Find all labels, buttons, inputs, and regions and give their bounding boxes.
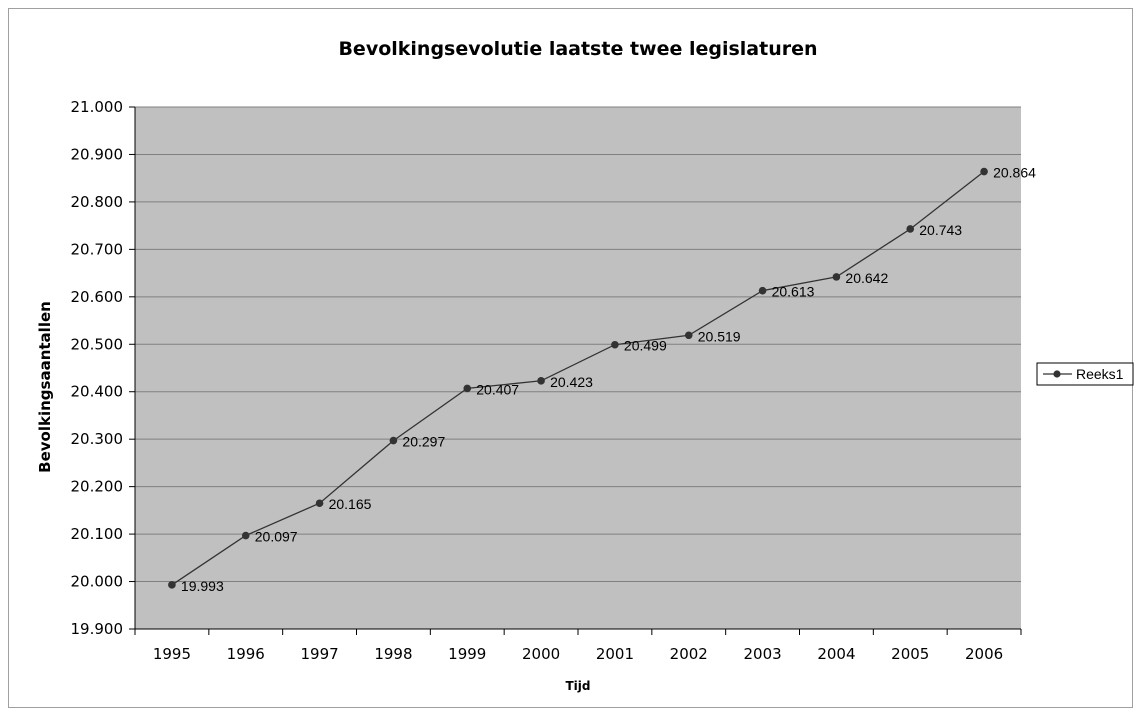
- series-line: [171, 170, 985, 586]
- data-label: 20.743: [919, 222, 962, 238]
- y-tick-label: 20.700: [71, 240, 124, 258]
- x-tick-label: 1999: [448, 645, 486, 663]
- plot-area: [135, 107, 1021, 629]
- data-label: 20.642: [845, 270, 888, 286]
- data-label: 20.097: [255, 529, 298, 545]
- y-tick-label: 20.600: [71, 288, 124, 306]
- x-tick-label: 1995: [153, 645, 191, 663]
- legend-box: [1036, 362, 1134, 386]
- data-label: 20.297: [402, 434, 445, 450]
- y-tick-label: 20.400: [71, 383, 124, 401]
- data-point: [980, 167, 988, 176]
- data-point: [537, 377, 545, 385]
- x-tick-label: 2003: [743, 645, 781, 663]
- data-label: 20.864: [993, 165, 1036, 181]
- data-point: [241, 531, 250, 540]
- y-tick-label: 20.900: [71, 145, 124, 163]
- x-tick-label: 2005: [891, 645, 929, 663]
- series-reeks1: [168, 167, 988, 589]
- gridlines: [135, 106, 1021, 583]
- data-point: [758, 286, 767, 295]
- x-tick-label: 2000: [522, 645, 560, 663]
- y-tick-label: 21.000: [71, 98, 124, 116]
- y-axis-title: Bevolkingsaantallen: [36, 301, 54, 473]
- data-point: [463, 384, 472, 393]
- x-tick-label: 2004: [817, 645, 855, 663]
- x-tick-label: 2001: [596, 645, 634, 663]
- y-tick-label: 20.500: [71, 335, 124, 353]
- data-label: 20.613: [772, 284, 815, 300]
- x-tick-label: 1997: [300, 645, 338, 663]
- data-point: [832, 273, 841, 281]
- legend-marker-swatch: [1053, 370, 1061, 378]
- x-tick-label: 1996: [227, 645, 265, 663]
- y-tick-label: 19.900: [71, 620, 124, 638]
- x-tick-label: 2002: [670, 645, 708, 663]
- data-label: 19.993: [181, 578, 224, 594]
- y-tick-label: 20.200: [71, 478, 124, 496]
- y-tick-label: 20.100: [71, 525, 124, 543]
- data-label: 20.165: [329, 496, 372, 512]
- y-tick-label: 20.300: [71, 430, 124, 448]
- axes: 19.900 20.000 20.100 20.200 20.300 20.400 20.5…: [71, 98, 1022, 663]
- x-axis-title: Tijd: [565, 679, 590, 693]
- legend-label-reeks1: Reeks1: [1076, 366, 1124, 382]
- y-tick-label: 20.800: [71, 193, 124, 211]
- data-point: [389, 436, 398, 445]
- x-tick-label: 2006: [965, 645, 1003, 663]
- data-label: 20.499: [624, 338, 667, 354]
- x-tick-label: 1998: [374, 645, 412, 663]
- data-point: [684, 331, 693, 340]
- data-point: [168, 581, 176, 589]
- data-labels: 19.993 20.097 20.165 20.297 20.407 20.423 20.4…: [181, 165, 1036, 594]
- data-point: [906, 225, 915, 233]
- data-label: 20.407: [476, 381, 519, 397]
- data-point: [611, 340, 619, 349]
- data-label: 20.423: [550, 374, 593, 390]
- data-label: 20.519: [698, 328, 741, 344]
- legend: Reeks1: [1036, 362, 1134, 386]
- chart-title: Bevolkingsevolutie laatste twee legislat…: [338, 38, 817, 60]
- data-point: [315, 499, 324, 508]
- y-tick-label: 20.000: [71, 573, 124, 591]
